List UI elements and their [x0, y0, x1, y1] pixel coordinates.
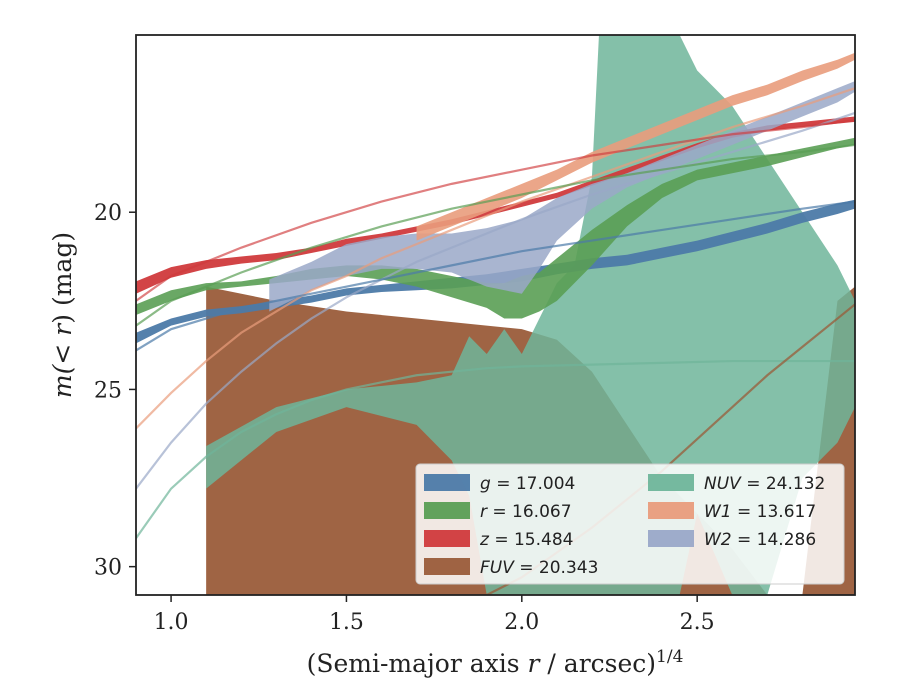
legend-item-nuv: NUV = 24.132 — [648, 474, 825, 494]
legend-label: FUV = 20.343 — [480, 558, 598, 578]
legend-item-z: z = 15.484 — [424, 530, 573, 550]
legend: g = 17.004 r = 16.067 z = 15.484 FUV = 20.3… — [415, 463, 845, 585]
legend-swatch — [424, 474, 470, 491]
legend-frame — [415, 463, 845, 585]
legend-item-w1: W1 = 13.617 — [648, 502, 816, 522]
model-line-nuv — [136, 359, 855, 539]
model-lines — [136, 87, 855, 595]
legend-swatch — [648, 474, 694, 491]
model-line-r — [136, 143, 855, 327]
legend-item-g: g = 17.004 — [424, 474, 575, 494]
x-axis-ticks: 1.0 1.5 2.0 2.5 — [154, 595, 715, 635]
legend-label: r = 16.067 — [480, 502, 572, 522]
legend-swatch — [424, 530, 470, 547]
plot-frame — [135, 34, 856, 596]
y-axis-label: m(< r) (mag) — [48, 232, 77, 398]
model-line-g — [136, 200, 855, 352]
legend-swatch — [424, 502, 470, 519]
x-tick-label: 2.5 — [680, 610, 715, 635]
legend-label: NUV = 24.132 — [704, 474, 825, 494]
legend-item-fuv: FUV = 20.343 — [424, 558, 598, 578]
legend-swatch — [648, 502, 694, 519]
y-tick-label: 25 — [94, 378, 122, 403]
model-line-w1 — [136, 87, 855, 430]
legend-label: W1 = 13.617 — [704, 502, 816, 522]
x-tick-label: 1.0 — [154, 610, 189, 635]
band-z — [136, 116, 855, 294]
x-axis-label: (Semi-major axis r / arcsec)1/4 — [307, 647, 684, 678]
legend-label: g = 17.004 — [480, 474, 575, 494]
x-tick-label: 2.0 — [504, 610, 539, 635]
legend-swatch — [424, 558, 470, 575]
legend-item-r: r = 16.067 — [424, 502, 572, 522]
y-tick-label: 30 — [94, 556, 122, 581]
legend-swatch — [648, 530, 694, 547]
x-tick-label: 1.5 — [329, 610, 364, 635]
legend-item-w2: W2 = 14.286 — [648, 530, 816, 550]
y-axis-ticks: 20 25 30 — [94, 201, 136, 581]
y-tick-label: 20 — [94, 201, 122, 226]
model-line-z — [136, 118, 855, 302]
legend-label: z = 15.484 — [479, 530, 573, 550]
legend-label: W2 = 14.286 — [704, 530, 816, 550]
band-w2 — [269, 81, 855, 312]
